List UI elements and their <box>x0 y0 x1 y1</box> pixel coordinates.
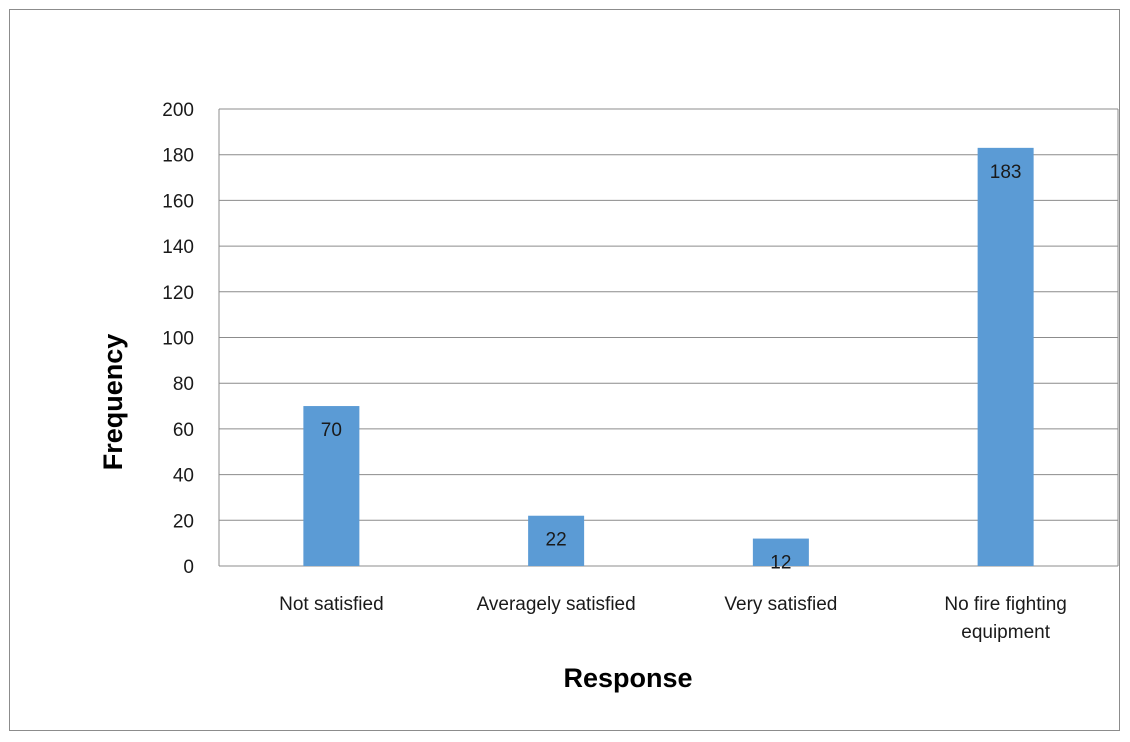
y-tick-label: 160 <box>162 191 194 212</box>
x-category-label: Averagely satisfied <box>477 594 636 615</box>
x-axis-categories: Not satisfied Averagely satisfied Very sat… <box>279 594 1067 643</box>
x-category-label: No fire fighting equipment <box>944 594 1067 643</box>
y-tick-label: 200 <box>162 100 194 121</box>
chart-frame <box>9 9 1120 731</box>
y-tick-label: 80 <box>173 374 194 395</box>
x-category-label: Not satisfied <box>279 594 384 615</box>
y-tick-label: 180 <box>162 146 194 167</box>
y-axis-title: Frequency <box>98 334 128 471</box>
y-tick-label: 20 <box>173 511 194 532</box>
x-axis-title: Response <box>563 663 692 693</box>
y-tick-label: 60 <box>173 420 194 441</box>
y-tick-label: 0 <box>183 557 194 578</box>
bar-value-label: 12 <box>770 553 791 574</box>
bar <box>752 538 809 566</box>
bar-value-label: 22 <box>546 530 567 551</box>
y-tick-label: 120 <box>162 283 194 304</box>
y-tick-label: 40 <box>173 466 194 487</box>
bars <box>303 147 1034 566</box>
y-tick-label: 100 <box>162 329 194 350</box>
x-category-label: Very satisfied <box>724 594 837 615</box>
bar <box>977 147 1034 566</box>
data-labels: 70 22 12 183 <box>321 162 1022 574</box>
bar-value-label: 70 <box>321 420 342 441</box>
bar <box>528 515 585 566</box>
bar <box>303 406 360 566</box>
bar-value-label: 183 <box>990 162 1022 183</box>
y-tick-label: 140 <box>162 237 194 258</box>
y-axis-ticks: 0 20 40 60 80 100 120 140 160 180 200 <box>162 100 194 578</box>
gridlines <box>218 108 1119 567</box>
